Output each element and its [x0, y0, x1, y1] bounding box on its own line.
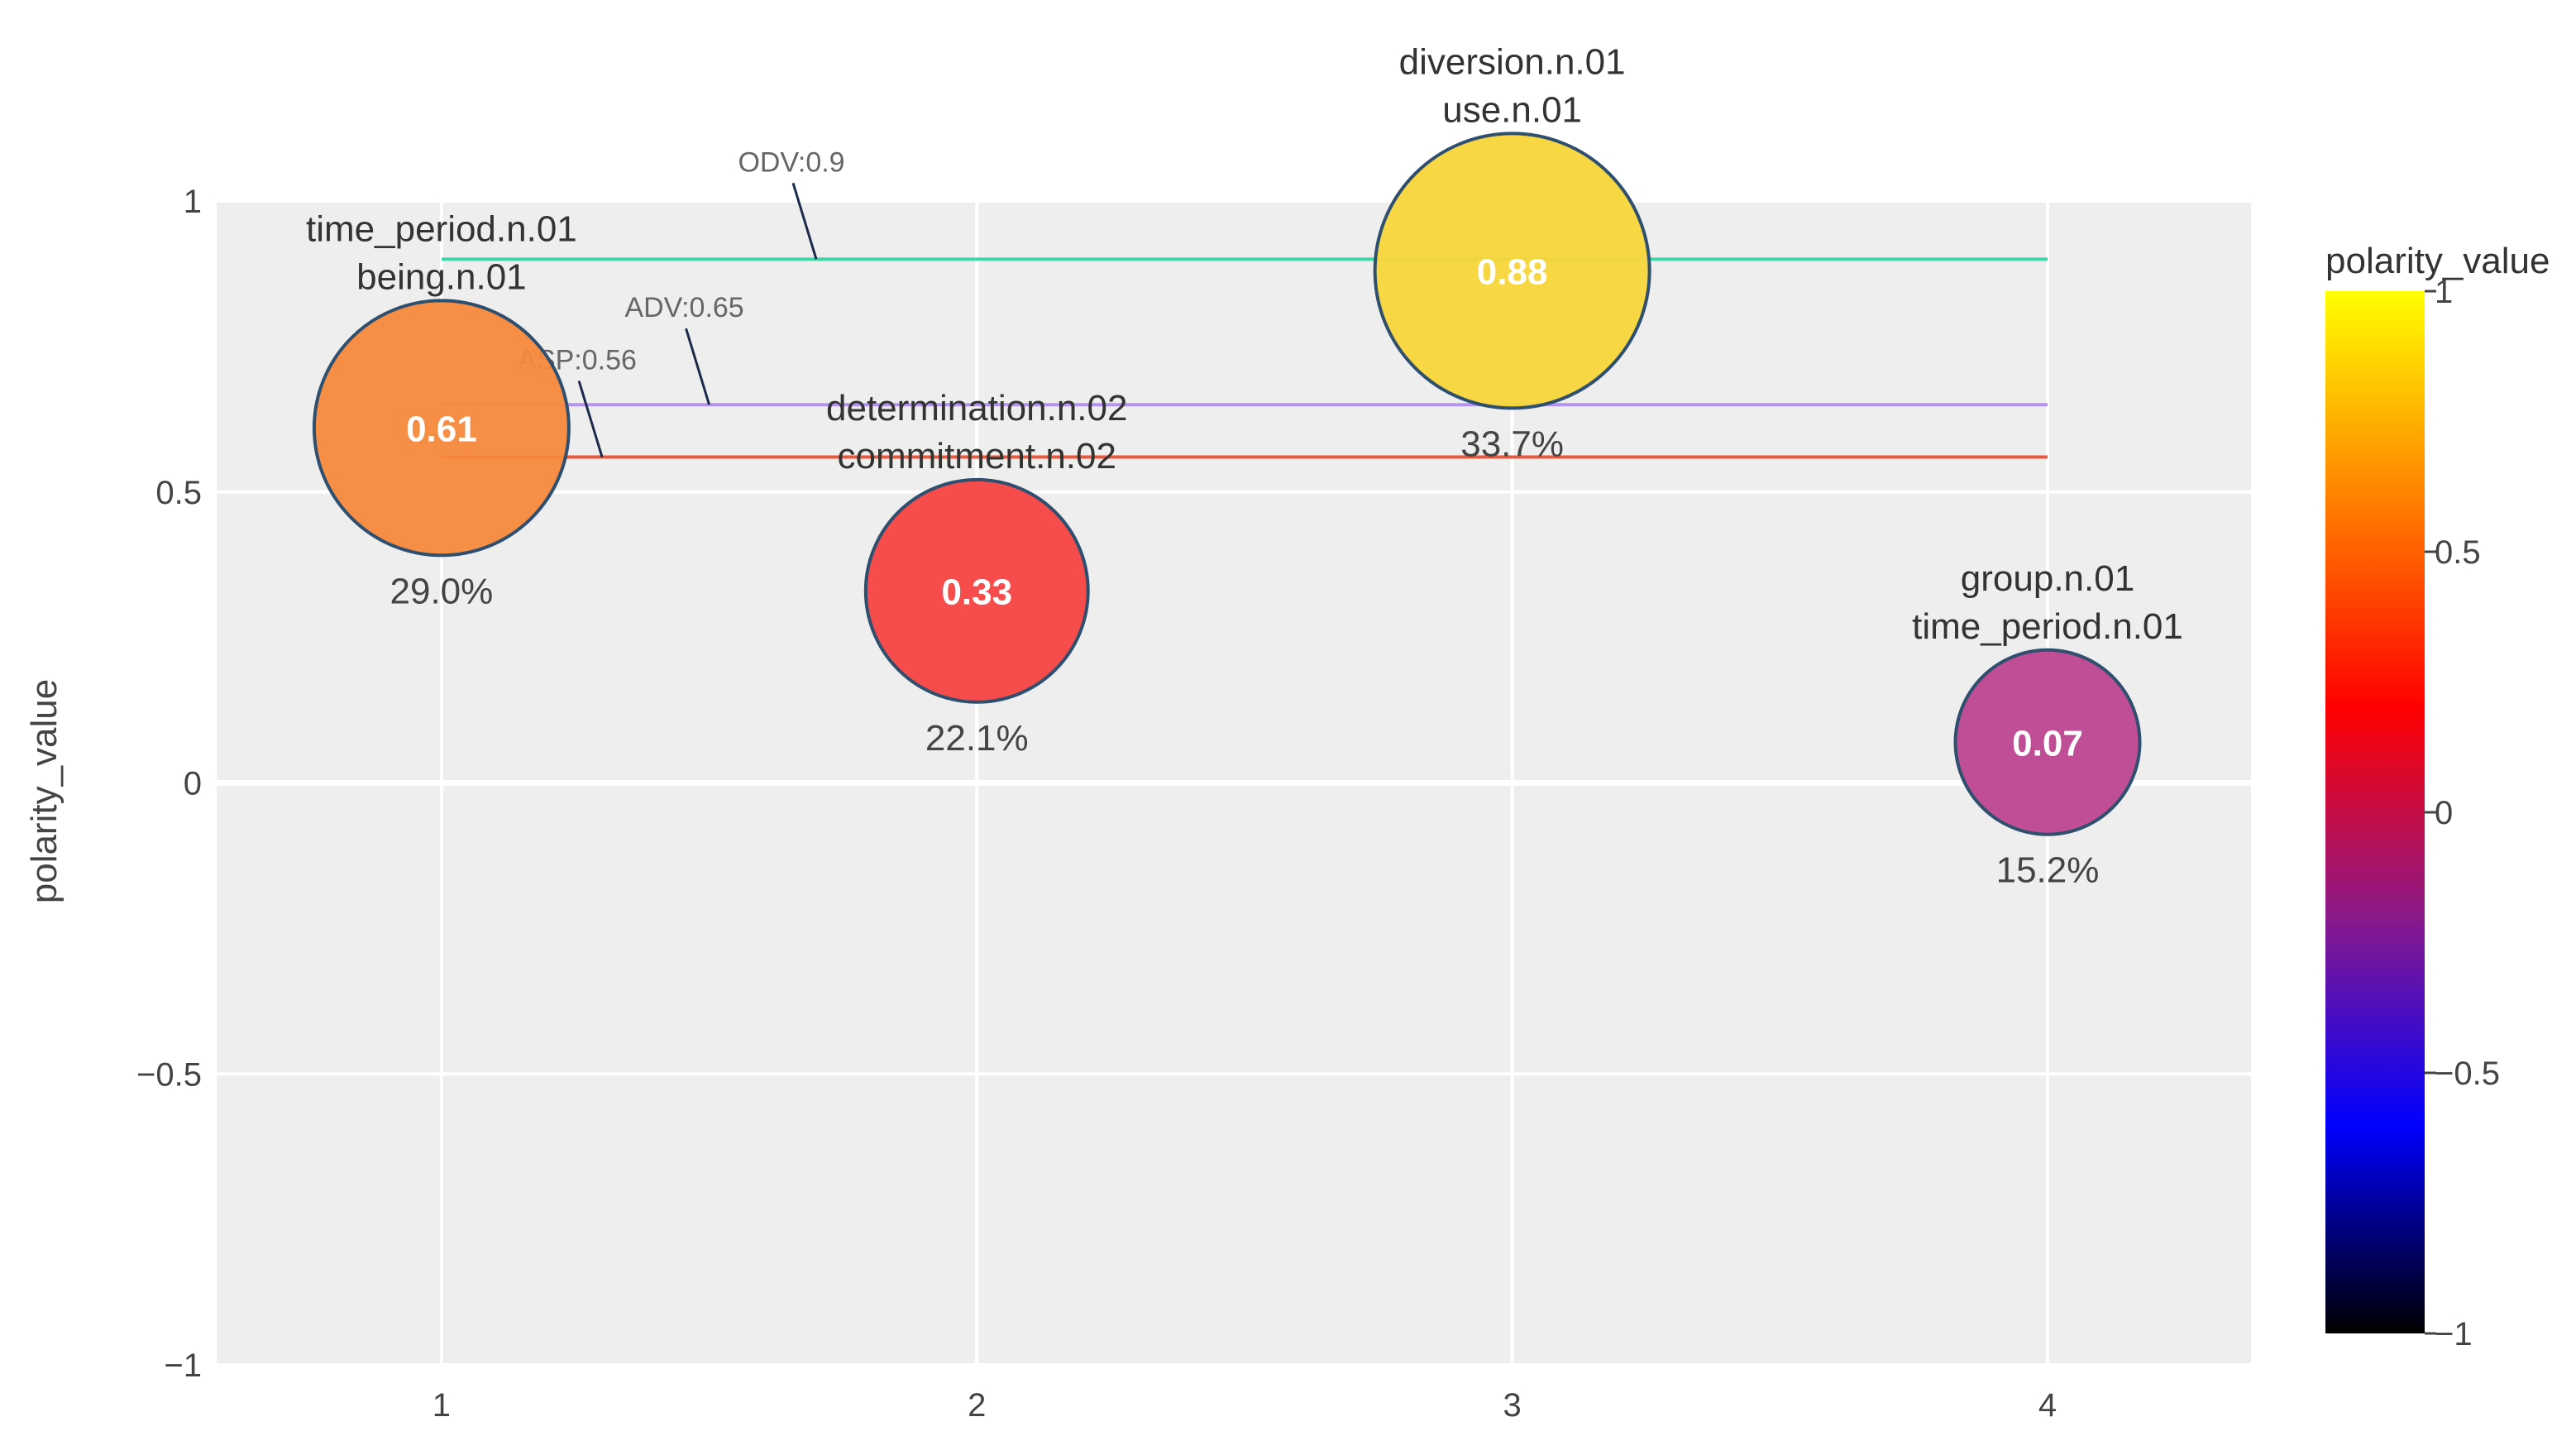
y-tick-label: 0.5 [155, 475, 202, 511]
bubble-value-label: 0.33 [941, 572, 1012, 612]
reference-label-odv: ODV:0.9 [738, 146, 844, 178]
bubble-percent-label: 22.1% [925, 718, 1029, 759]
bubble-synset-label: time_period.n.01 [306, 208, 577, 249]
bubble-value-label: 0.61 [406, 409, 477, 449]
colorbar-ticks: 1 0.5 0 −0.5 −1 [2425, 274, 2500, 1352]
x-tick-label: 1 [433, 1387, 451, 1424]
reference-label-adv: ADV:0.65 [624, 292, 743, 323]
bubble-synset-label: time_period.n.01 [1912, 606, 2183, 647]
bubbles [312, 132, 2142, 836]
bubble-synset-label: commitment.n.02 [838, 436, 1116, 476]
bubble-2 [863, 477, 1090, 704]
colorbar-gradient [2325, 291, 2425, 1333]
y-tick-label: 0 [184, 766, 202, 802]
bubble-synset-label: diversion.n.01 [1399, 41, 1626, 82]
colorbar: polarity_value 1 0.5 0 −0.5 −1 [2325, 241, 2550, 1352]
bubble-synset-label: use.n.01 [1442, 89, 1582, 130]
bubble-percent-label: 33.7% [1460, 424, 1564, 464]
x-tick-label: 4 [2038, 1387, 2057, 1424]
bubble-value-label: 0.07 [2012, 723, 2083, 763]
bubble-percent-label: 29.0% [390, 571, 494, 611]
colorbar-tick-label: −1 [2435, 1316, 2473, 1352]
x-tick-label: 3 [1503, 1387, 1522, 1424]
colorbar-tick-label: 1 [2435, 274, 2453, 310]
bubble-percent-label: 15.2% [1996, 850, 2100, 891]
bubble-synset-label: group.n.01 [1961, 558, 2134, 599]
colorbar-tick-label: −0.5 [2435, 1055, 2500, 1092]
bubble-synset-label: determination.n.02 [826, 388, 1127, 428]
bubble-annotations: 0.61 29.0% time_period.n.01 being.n.01 0.33 2… [306, 41, 2183, 890]
x-tick-label: 2 [968, 1387, 986, 1424]
y-axis-title: polarity_value [24, 679, 65, 904]
y-tick-label: −0.5 [136, 1056, 202, 1093]
bubble-3 [1373, 132, 1651, 410]
y-tick-label: −1 [164, 1347, 202, 1384]
colorbar-title: polarity_value [2325, 241, 2550, 281]
bubble-4 [1953, 648, 2142, 836]
bubble-synset-label: being.n.01 [356, 256, 527, 297]
y-tick-label: 1 [184, 184, 202, 220]
axis-ticks: 1 2 3 4 1 0.5 0 −0.5 −1 [136, 184, 2057, 1424]
bubble-1 [312, 299, 571, 558]
colorbar-tick-label: 0.5 [2435, 534, 2481, 571]
reference-annotation-arrow [685, 328, 711, 405]
bubble-value-label: 0.88 [1477, 251, 1548, 292]
colorbar-tick-label: 0 [2435, 795, 2453, 831]
reference-annotation-arrow [791, 182, 818, 260]
reference-annotation-arrow [577, 381, 604, 457]
